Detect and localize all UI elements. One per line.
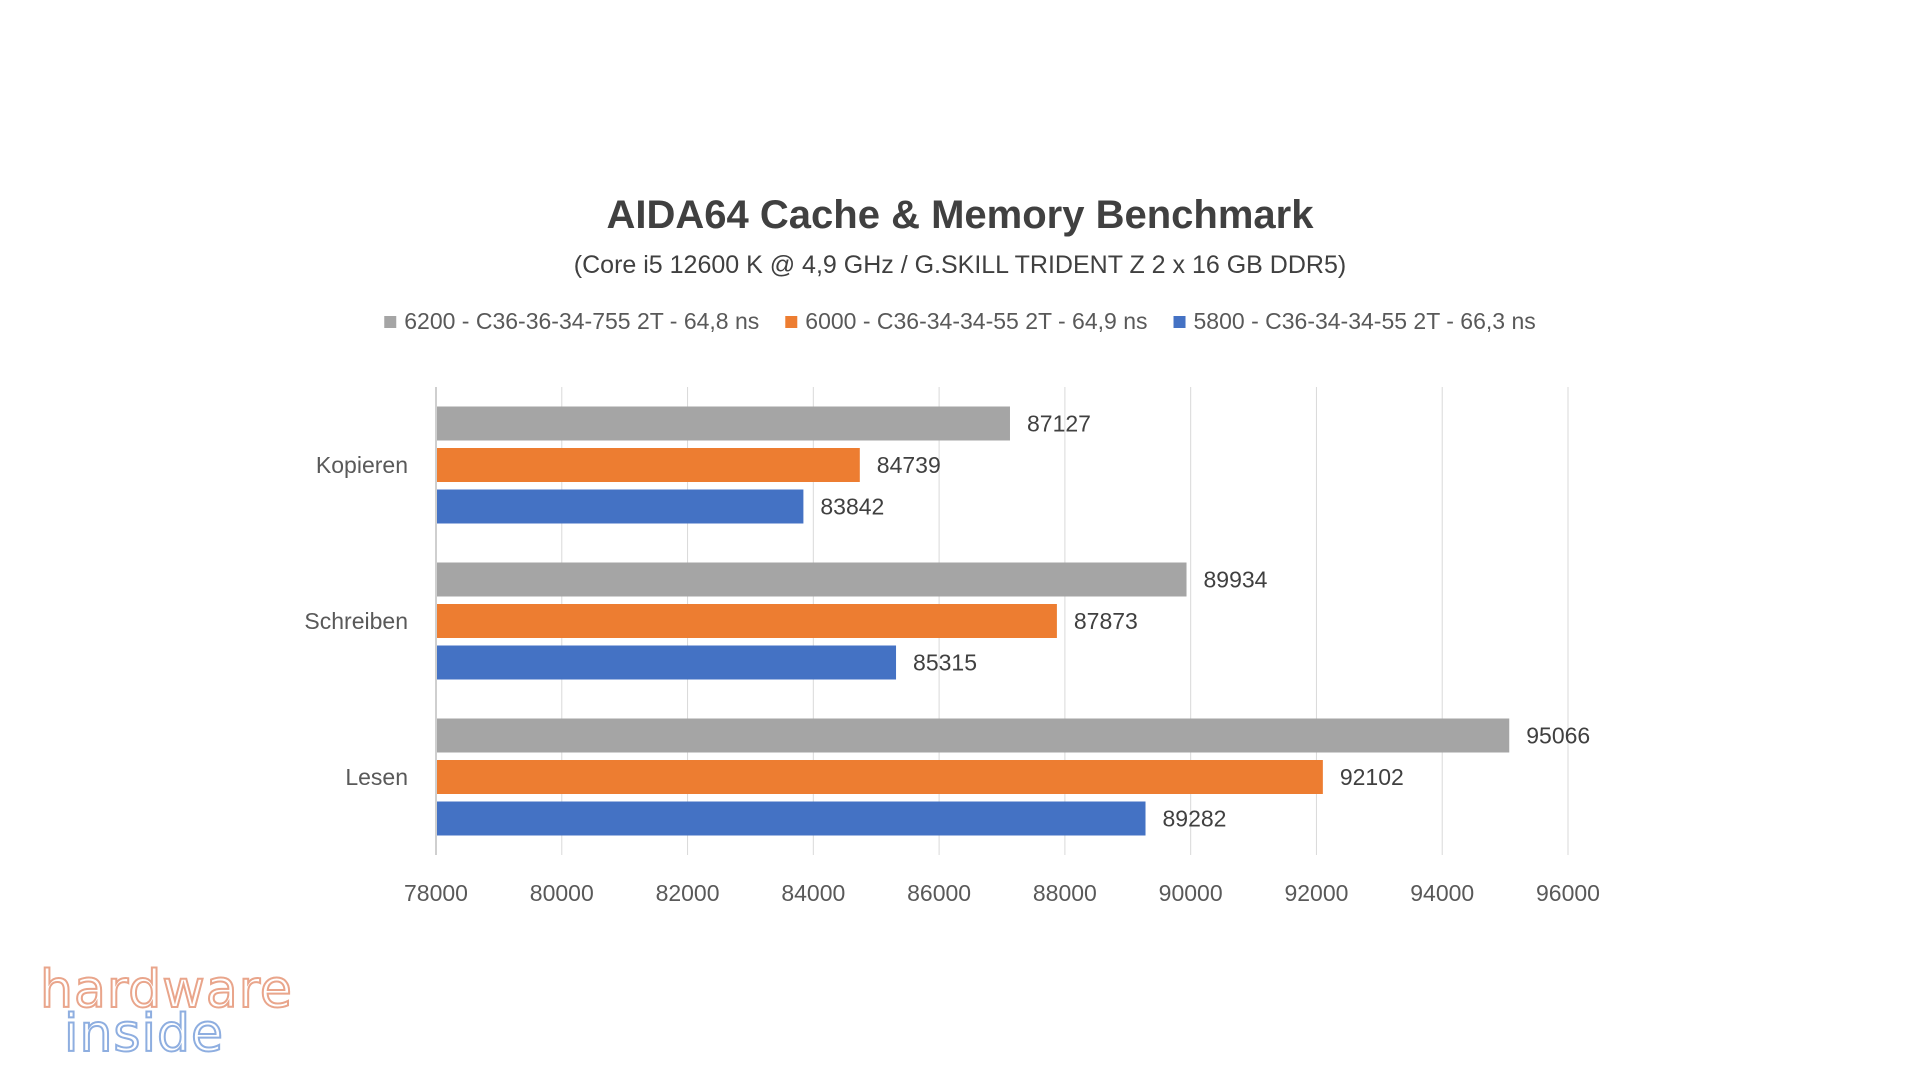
bars xyxy=(437,406,1510,836)
legend: 6200 - C36-36-34-755 2T - 64,8 ns 6000 - … xyxy=(384,308,1536,334)
x-tick-label: 92000 xyxy=(1284,880,1348,906)
bar xyxy=(437,760,1323,794)
data-label: 87873 xyxy=(1074,608,1138,634)
data-label: 95066 xyxy=(1526,723,1590,749)
data-label: 87127 xyxy=(1027,411,1091,437)
bar xyxy=(437,801,1146,836)
x-tick-label: 94000 xyxy=(1410,880,1474,906)
legend-label: 5800 - C36-34-34-55 2T - 66,3 ns xyxy=(1194,308,1536,334)
category-label: Kopieren xyxy=(316,452,408,478)
bar xyxy=(437,718,1510,753)
labels: 78000 80000 82000 84000 86000 88000 90000 92000… xyxy=(304,411,1600,907)
legend-swatch xyxy=(785,316,798,328)
legend-swatch xyxy=(1173,316,1186,328)
hardware-inside-logo: hardware inside xyxy=(39,960,293,1064)
x-tick-label: 80000 xyxy=(530,880,594,906)
data-label: 92102 xyxy=(1340,764,1404,790)
bar xyxy=(437,406,1010,441)
logo-word-inside: inside xyxy=(63,1004,224,1064)
x-tick-label: 78000 xyxy=(404,880,468,906)
logo-word-hardware: hardware xyxy=(39,960,293,1020)
legend-swatch xyxy=(384,316,397,328)
x-tick-label: 96000 xyxy=(1536,880,1600,906)
category-label: Lesen xyxy=(345,764,408,790)
bar xyxy=(437,562,1187,597)
category-label: Schreiben xyxy=(304,608,408,634)
legend-label: 6000 - C36-34-34-55 2T - 64,9 ns xyxy=(805,308,1147,334)
legend-label: 6200 - C36-36-34-755 2T - 64,8 ns xyxy=(404,308,759,334)
chart-title: AIDA64 Cache & Memory Benchmark xyxy=(607,193,1315,237)
x-tick-label: 88000 xyxy=(1033,880,1097,906)
chart-subtitle: (Core i5 12600 K @ 4,9 GHz / G.SKILL TRI… xyxy=(574,251,1346,279)
x-tick-label: 82000 xyxy=(656,880,720,906)
data-label: 84739 xyxy=(877,452,941,478)
x-tick-label: 86000 xyxy=(907,880,971,906)
x-tick-label: 84000 xyxy=(781,880,845,906)
bar xyxy=(437,448,860,482)
x-tick-label: 90000 xyxy=(1159,880,1223,906)
bar xyxy=(437,645,897,680)
data-label: 83842 xyxy=(820,494,884,520)
data-label: 85315 xyxy=(913,650,977,676)
bar xyxy=(437,604,1057,638)
data-label: 89934 xyxy=(1204,567,1268,593)
bar xyxy=(437,489,804,524)
data-label: 89282 xyxy=(1163,806,1227,832)
